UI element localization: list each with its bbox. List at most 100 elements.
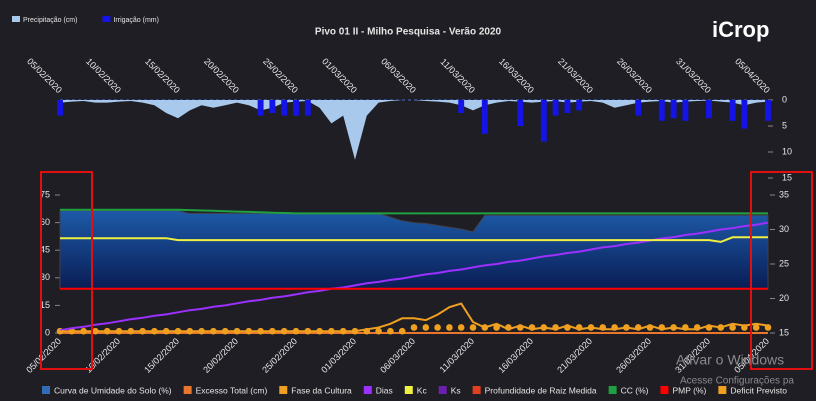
legend-label: PMP (%) [672,385,706,395]
legend-swatch [472,386,481,394]
y-tick-label: 5 [782,120,787,130]
chart-title: Pivo 01 II - Milho Pesquisa - Verão 2020 [315,27,502,38]
legend-swatch [183,386,192,394]
x-tick-label: 16/03/2020 [497,56,536,95]
bar [741,100,748,129]
legend-swatch [42,386,50,394]
bar [765,100,771,121]
y-tick-label: 60 [40,217,50,227]
line [60,208,768,215]
dot [410,324,418,331]
x-tick-label: 05/04/2020 [733,56,772,95]
legend-label: Ks [451,385,461,395]
legend-label: Fase da Cultura [291,385,352,395]
highlight-box [40,171,93,370]
x-tick-label: 11/03/2020 [439,57,477,95]
legend-swatch [438,386,447,394]
y-tick-label: 0 [45,327,50,337]
y-tick-label: 15 [782,172,792,182]
bar [281,100,288,116]
x-tick-label: 16/03/2020 [496,336,535,375]
legend-swatch [363,386,372,394]
x-tick-label: 20/02/2020 [201,336,240,375]
x-tick-label: 25/02/2020 [260,336,299,375]
dot [422,324,430,331]
legend-label: CC (%) [621,385,649,395]
line [60,302,769,333]
watermark-title: Ativar o Windows [676,352,784,368]
y-tick-label: 0 [782,94,787,104]
x-tick-label: 31/03/2020 [674,56,713,95]
dot [446,324,453,331]
dot [752,324,760,331]
bar [670,100,677,119]
y2-tick-label: 25 [779,258,789,268]
bar [458,100,465,113]
line [60,236,768,243]
bar [706,100,712,119]
dot [398,327,406,335]
bar [552,100,559,116]
x-tick-label: 11/03/2020 [438,336,476,374]
bar [682,100,689,121]
y-tick-label: 15 [40,300,50,310]
y-tick-label: 10 [782,146,792,156]
x-tick-label: 10/02/2020 [84,56,123,95]
bar [576,100,583,111]
dot [729,324,736,331]
bar [57,100,63,116]
dot [493,324,500,331]
y2-tick-label: 35 [779,189,789,199]
legend-label: Irrigação (mm) [113,17,159,24]
x-tick-label: 15/02/2020 [143,56,182,95]
legend-label: Precipitação (cm) [23,17,77,24]
dot [469,324,477,331]
x-tick-label: 05/02/2020 [25,56,64,95]
bar [564,100,571,113]
watermark-subtitle: Acesse Configurações pa [680,376,794,387]
dot [387,327,394,335]
x-tick-label: 01/03/2020 [320,56,359,95]
x-tick-label: 06/03/2020 [378,336,417,375]
legend-label: Curva de Umidade do Solo (%) [54,385,172,395]
bar [293,100,299,116]
plot-layer: 05/02/2020 10/02/2020 15/02/2020 20/02/2020… [12,16,792,395]
bar [481,100,488,134]
y2-tick-label: 30 [779,224,789,234]
legend-swatch [718,386,727,394]
logo: iCrop [712,17,769,42]
legend-swatch [102,16,111,22]
legend-swatch [279,386,288,394]
legend-swatch [404,386,413,394]
x-tick-label: 26/03/2020 [615,56,654,95]
x-tick-label: 21/03/2020 [556,56,595,95]
bar [658,100,665,121]
bar [257,100,264,116]
bar [540,100,547,142]
legend-label: Profundidade de Raiz Medida [485,385,597,395]
x-tick-label: 06/03/2020 [379,56,418,95]
bar [269,100,276,113]
legend-label: Deficit Previsto [730,385,787,395]
bar [729,100,736,121]
bar [304,100,311,116]
x-tick-label: 25/02/2020 [261,56,300,95]
legend-swatch [608,386,617,394]
bar [517,100,524,126]
legend-swatch [12,16,20,22]
y2-tick-label: 20 [779,293,789,303]
dot [375,327,382,335]
legend-label: Dias [376,385,393,395]
bar [635,100,642,116]
dot [434,324,441,331]
dot [457,324,465,331]
y-tick-label: 45 [40,245,50,255]
x-tick-label: 15/02/2020 [142,336,181,375]
x-tick-label: 21/03/2020 [555,336,594,375]
highlight-box [750,171,813,370]
x-tick-label: 01/03/2020 [319,336,358,375]
legend-label: Kc [417,385,428,395]
y-tick-label: 30 [40,272,50,282]
y-tick-label: 75 [40,189,50,199]
